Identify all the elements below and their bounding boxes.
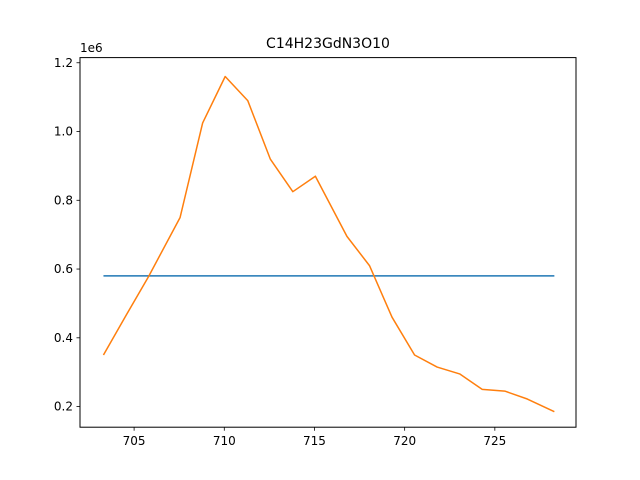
- y-tick-label: 0.4: [54, 331, 73, 345]
- x-tick-label: 725: [483, 434, 506, 448]
- series-line-2: [102, 75, 555, 413]
- x-tick-label: 720: [393, 434, 416, 448]
- y-tick-label: 0.8: [54, 193, 73, 207]
- y-axis: 0.2 0.4 0.6 0.8 1.0 1.2: [54, 56, 80, 414]
- series-layer: [102, 75, 555, 413]
- x-tick-label: 710: [213, 434, 236, 448]
- chart-title: C14H23GdN3O10: [266, 36, 390, 52]
- y-tick-label: 1.2: [54, 56, 73, 70]
- y-tick-label: 1.0: [54, 125, 73, 139]
- y-tick-label: 0.2: [54, 400, 73, 414]
- plot-area-frame: [79, 57, 577, 428]
- y-offset-label: 1e6: [80, 41, 103, 55]
- y-tick-label: 0.6: [54, 262, 73, 276]
- x-tick-label: 705: [123, 434, 146, 448]
- x-tick-label: 715: [303, 434, 326, 448]
- x-axis: 705 710 715 720 725: [123, 427, 506, 448]
